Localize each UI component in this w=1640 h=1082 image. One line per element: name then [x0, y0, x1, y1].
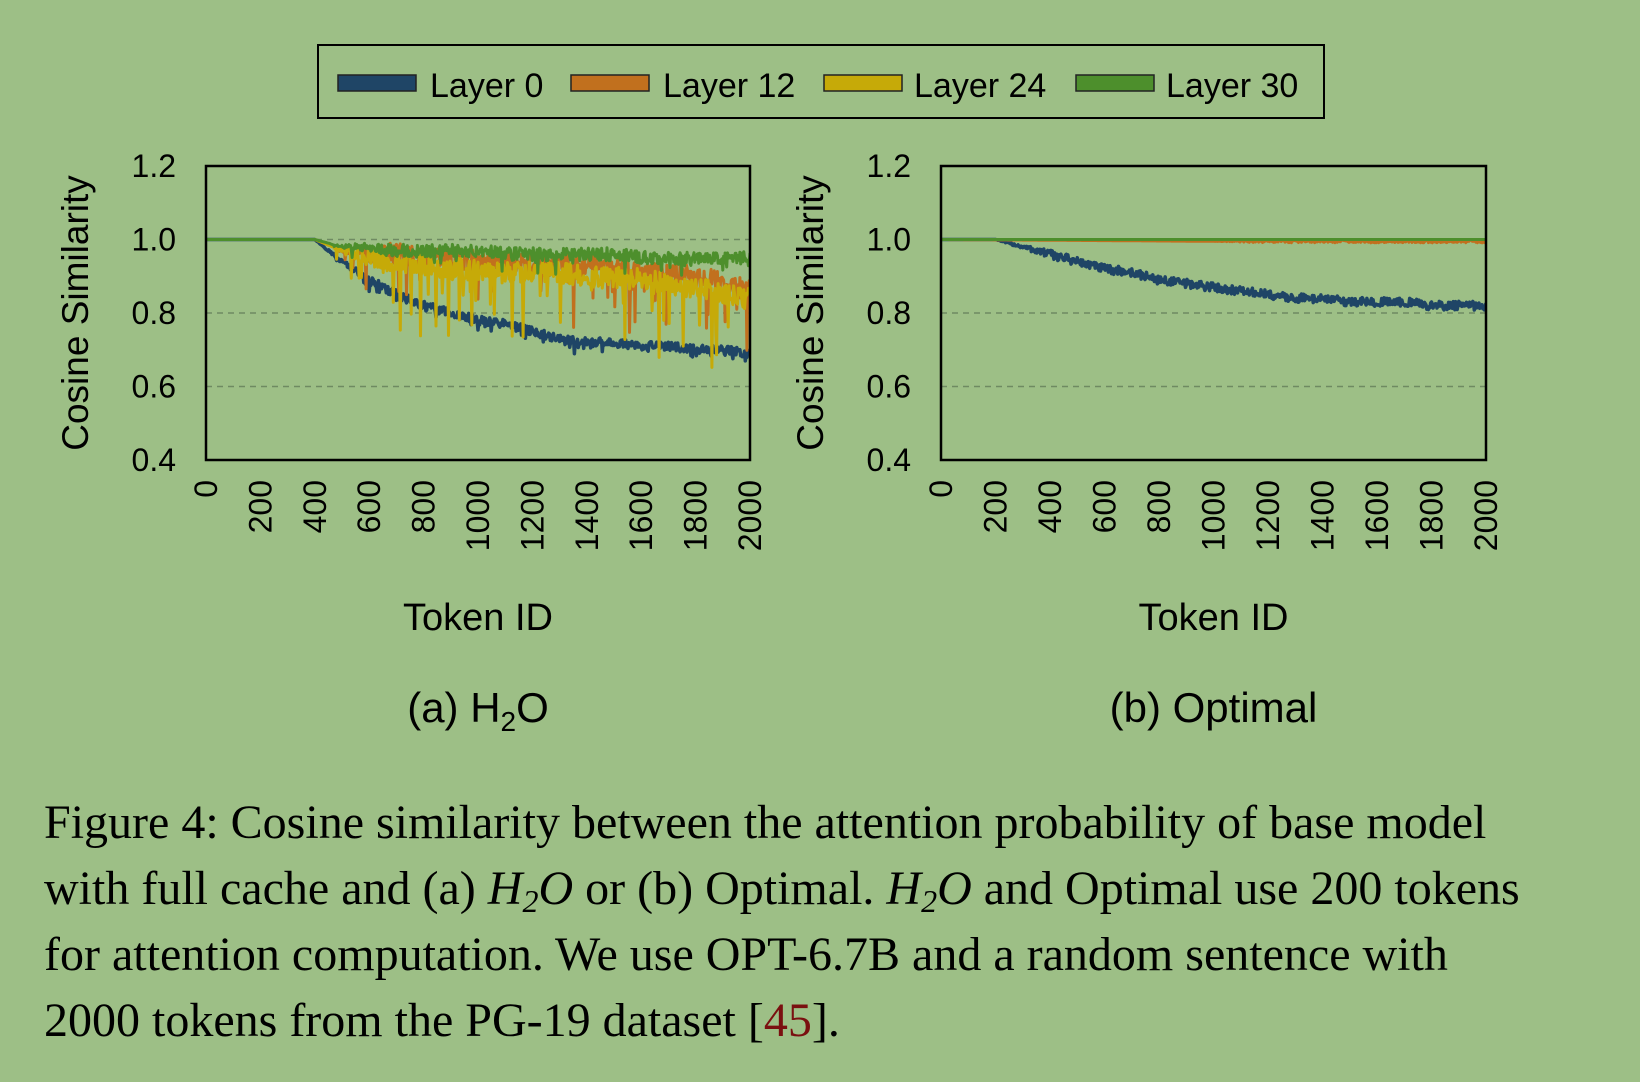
x-tick-label: 1400	[569, 480, 605, 551]
legend-label-layer-12: Layer 12	[663, 67, 795, 105]
legend-label-layer-30: Layer 30	[1166, 67, 1298, 105]
series-group	[206, 237, 750, 369]
legend: Layer 0 Layer 12 Layer 24 Layer 30	[317, 44, 1325, 119]
x-tick-label: 0	[188, 480, 224, 498]
x-tick-label: 400	[1032, 480, 1068, 533]
caption-suffix: ].	[811, 994, 840, 1047]
x-tick-label: 2000	[732, 480, 768, 551]
legend-swatch-layer-24	[823, 74, 903, 92]
series-group	[941, 237, 1486, 312]
chart-panel-a: 0.4 0.6 0.8 1.0 1.2 0 200 400 600 800 1000 1200 1400…	[55, 148, 768, 737]
x-tick-label: 1000	[1196, 480, 1232, 551]
x-tick-label: 1200	[1250, 480, 1286, 551]
x-tick-label: 400	[297, 480, 333, 533]
series-line-layer-0	[941, 237, 1486, 312]
legend-frame	[317, 44, 1325, 119]
chart-panel-b: 0.4 0.6 0.8 1.0 1.2 0 200 400 600 800 1000 1200 1400…	[790, 148, 1504, 731]
y-tick-label: 1.2	[867, 148, 911, 184]
y-tick-label: 0.8	[867, 295, 911, 331]
y-tick-label: 1.2	[132, 148, 176, 184]
y-tick-label: 0.8	[132, 295, 176, 331]
caption-h2o-b: H2O	[886, 862, 972, 919]
x-tick-label: 1200	[514, 480, 550, 551]
x-axis-label: Token ID	[403, 597, 553, 639]
y-tick-label: 1.0	[132, 222, 176, 258]
plot-frame	[939, 164, 1488, 462]
x-tick-label: 600	[1087, 480, 1123, 533]
x-tick-label: 1400	[1305, 480, 1341, 551]
y-axis-label: Cosine Similarity	[55, 175, 96, 451]
x-tick-label: 200	[978, 480, 1014, 533]
caption-mid: or (b) Optimal.	[573, 862, 887, 915]
figure-caption: Figure 4: Cosine similarity between the …	[44, 790, 1524, 1054]
x-axis-label: Token ID	[1139, 597, 1289, 639]
x-tick-label: 2000	[1468, 480, 1504, 551]
x-tick-label: 600	[351, 480, 387, 533]
x-tick-label: 1800	[1414, 480, 1450, 551]
x-tick-label: 200	[242, 480, 278, 533]
caption-reference-link[interactable]: 45	[763, 994, 812, 1047]
y-axis-label: Cosine Similarity	[790, 175, 831, 451]
y-tick-label: 0.6	[867, 369, 911, 405]
x-tick-label: 800	[406, 480, 442, 533]
y-tick-label: 0.4	[132, 442, 176, 478]
caption-after: and Optimal use 200 tokens for attention…	[44, 862, 1520, 1047]
caption-prefix: Figure 4: Cosine similarity between the …	[44, 796, 1487, 915]
panel-label: (a) H2O	[407, 684, 549, 737]
legend-swatch-layer-12	[570, 74, 650, 92]
x-tick-label: 1000	[460, 480, 496, 551]
x-tick-label: 1800	[678, 480, 714, 551]
x-tick-label: 0	[923, 480, 959, 498]
y-tick-label: 0.4	[867, 442, 911, 478]
legend-swatch-layer-30	[1075, 74, 1155, 92]
x-tick-label: 800	[1141, 480, 1177, 533]
y-tick-label: 0.6	[132, 369, 176, 405]
caption-h2o-a: H2O	[487, 862, 574, 919]
legend-label-layer-24: Layer 24	[914, 67, 1046, 105]
panel-label: (b) Optimal	[1110, 684, 1318, 731]
y-tick-label: 1.0	[867, 222, 911, 258]
x-tick-label: 1600	[1359, 480, 1395, 551]
legend-swatch-layer-0	[337, 74, 417, 92]
x-tick-label: 1600	[623, 480, 659, 551]
plot-frame	[204, 164, 752, 462]
legend-label-layer-0: Layer 0	[430, 67, 543, 105]
series-line-layer-30	[206, 238, 750, 277]
